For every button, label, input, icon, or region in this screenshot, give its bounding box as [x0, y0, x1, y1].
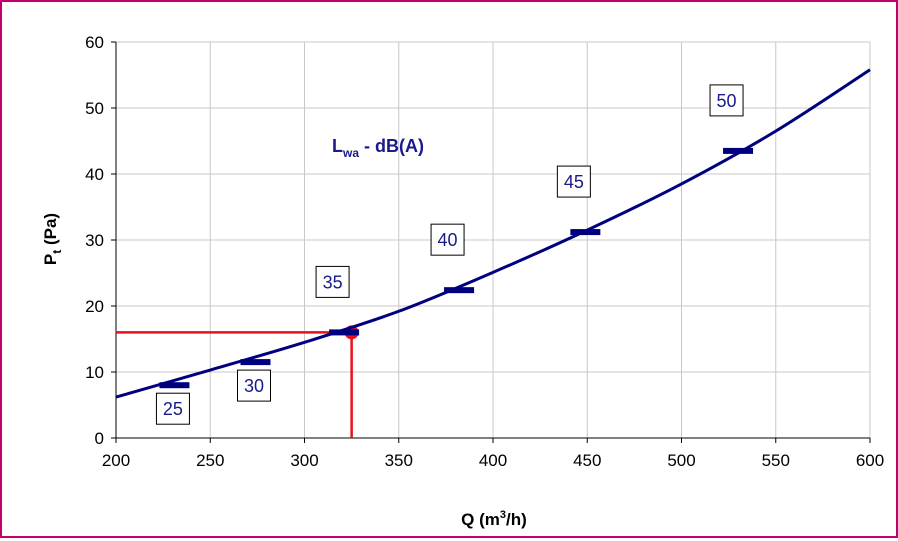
- level-label-box: [315, 265, 350, 298]
- x-tick-label: 400: [479, 451, 507, 470]
- level-label-35: 35: [315, 265, 350, 298]
- x-axis-title: Q (m3/h): [461, 509, 527, 529]
- y-tick-label: 10: [85, 363, 104, 382]
- x-tick-label: 450: [573, 451, 601, 470]
- level-label-text: 30: [244, 376, 264, 396]
- axes: [111, 41, 871, 443]
- level-label-box: [709, 84, 744, 117]
- annotation-base: L: [332, 136, 343, 156]
- y-tick-label: 40: [85, 165, 104, 184]
- x-tick-label: 200: [102, 451, 130, 470]
- y-tick-label: 20: [85, 297, 104, 316]
- level-label-30: 30: [236, 369, 271, 402]
- y-tick-label: 0: [95, 429, 104, 448]
- level-marker-40: [444, 287, 475, 294]
- level-label-text: 45: [564, 172, 584, 192]
- level-marker-50: [723, 147, 754, 154]
- level-label-box: [155, 392, 190, 425]
- level-label-text: 25: [163, 399, 183, 419]
- x-tick-label: 600: [856, 451, 884, 470]
- level-label-box: [556, 165, 591, 198]
- tick-labels: 200 250 300 350 400 450 500 550 600 0 10 20 30 40 50 60: [85, 33, 884, 470]
- annotation-tail: - dB(A): [359, 136, 424, 156]
- grid: [115, 41, 871, 439]
- level-label-25: 25: [155, 392, 190, 425]
- x-axis-title-base: Q (m: [461, 510, 500, 529]
- level-label-text: 50: [717, 91, 737, 111]
- level-marker-35: [329, 329, 360, 336]
- y-tick-label: 30: [85, 231, 104, 250]
- level-label-box: [236, 369, 271, 402]
- y-axis-title-base: P: [41, 254, 60, 265]
- y-axis-title-tail: (Pa): [41, 213, 60, 250]
- x-axis-title-sup: 3: [500, 509, 506, 521]
- x-tick-label: 350: [385, 451, 413, 470]
- annotation-sub: wa: [342, 146, 359, 160]
- sound-level-markers: 25 30 35 40 45 50: [155, 84, 754, 425]
- y-axis-title-sub: t: [50, 250, 64, 254]
- y-tick-label: 50: [85, 99, 104, 118]
- axis-labels: Q (m3/h) Pt (Pa) Lwa - dB(A): [41, 136, 527, 529]
- x-axis-title-tail: /h): [506, 510, 527, 529]
- level-label-text: 35: [323, 272, 343, 292]
- level-label-text: 40: [438, 230, 458, 250]
- chart-annotation: Lwa - dB(A): [332, 136, 424, 160]
- level-label-50: 50: [709, 84, 744, 117]
- x-tick-label: 500: [667, 451, 695, 470]
- level-marker-30: [240, 359, 271, 366]
- x-tick-label: 250: [196, 451, 224, 470]
- x-tick-label: 550: [762, 451, 790, 470]
- level-marker-45: [570, 229, 601, 236]
- x-tick-label: 300: [290, 451, 318, 470]
- y-tick-label: 60: [85, 33, 104, 52]
- y-axis-title: Pt (Pa): [41, 213, 64, 265]
- level-label-45: 45: [556, 165, 591, 198]
- level-marker-25: [159, 382, 190, 389]
- level-label-40: 40: [430, 223, 465, 256]
- level-label-box: [430, 223, 465, 256]
